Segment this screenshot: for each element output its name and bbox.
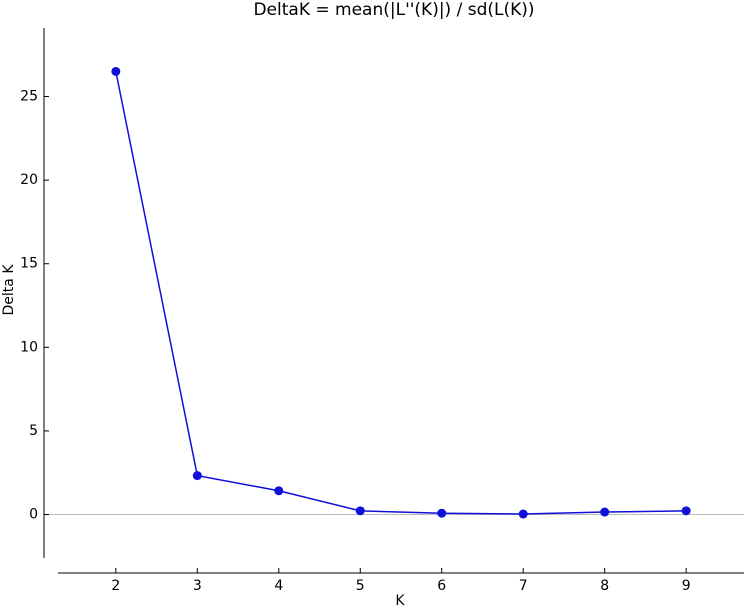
data-point [681, 506, 691, 516]
y-tick-label: 0 [29, 507, 38, 523]
y-tick-label: 20 [20, 172, 38, 188]
data-point [355, 506, 365, 516]
data-point [111, 66, 121, 76]
x-axis-label: K [395, 593, 405, 609]
data-point [274, 486, 284, 496]
x-tick-label: 8 [600, 578, 609, 594]
chart-title: DeltaK = mean(|L''(K)|) / sd(L(K)) [253, 0, 534, 20]
data-point [192, 471, 202, 481]
y-axis-label: Delta K [1, 264, 17, 316]
y-tick-label: 5 [29, 423, 38, 439]
x-tick-label: 5 [356, 578, 365, 594]
x-tick-label: 2 [111, 578, 120, 594]
x-tick-label: 7 [519, 578, 528, 594]
data-point [600, 507, 610, 517]
series-line [115, 71, 687, 515]
x-tick-label: 6 [437, 578, 446, 594]
x-tick-label: 3 [193, 578, 202, 594]
x-tick-label: 4 [274, 578, 283, 594]
y-tick-label: 25 [20, 89, 38, 105]
x-tick-label: 9 [682, 578, 691, 594]
data-point [437, 508, 447, 518]
data-point [518, 509, 528, 519]
y-tick-label: 10 [20, 339, 38, 355]
y-tick-label: 15 [20, 256, 38, 272]
